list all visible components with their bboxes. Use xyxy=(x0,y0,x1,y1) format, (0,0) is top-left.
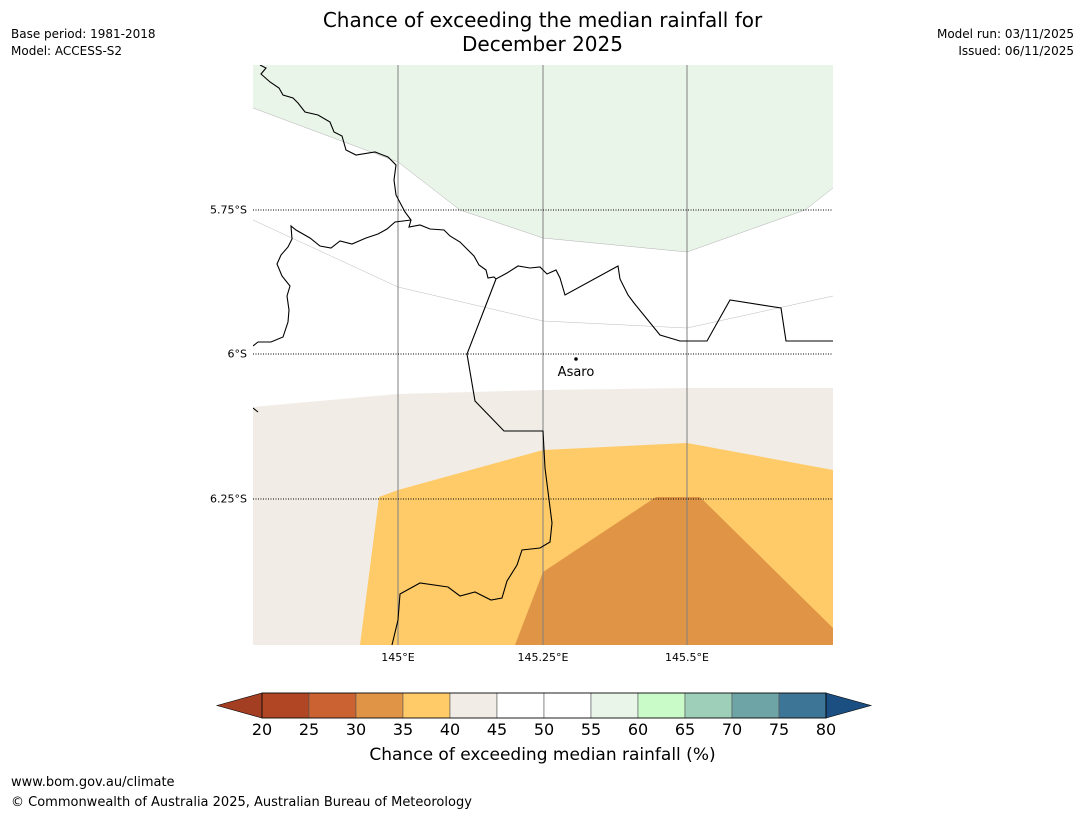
colorbar-outline xyxy=(261,692,827,719)
footer-url: www.bom.gov.au/climate xyxy=(11,775,175,790)
province-border xyxy=(391,278,553,645)
base-period: Base period: 1981-2018 xyxy=(11,27,156,41)
province-border xyxy=(259,65,833,342)
colorbar-segment xyxy=(684,692,733,719)
colorbar-segment xyxy=(402,692,451,719)
colorbar-extend-low xyxy=(215,692,263,719)
colorbar-tick-label: 45 xyxy=(486,720,508,739)
colorbar-segment xyxy=(308,692,357,719)
meta-left: Base period: 1981-2018 Model: ACCESS-S2 xyxy=(11,26,156,60)
colorbar-extend-high xyxy=(825,692,873,719)
colorbar-tick-label: 30 xyxy=(345,720,367,739)
province-border xyxy=(253,407,259,413)
colorbar-tick-label: 65 xyxy=(674,720,696,739)
latitude-label-6-25s: 6.25°S xyxy=(210,492,247,506)
longitude-label-145-25e: 145.25°E xyxy=(517,651,569,664)
colorbar-tick-label: 55 xyxy=(580,720,602,739)
colorbar-tick-label: 25 xyxy=(298,720,320,739)
colorbar-segment xyxy=(637,692,686,719)
footer-copyright: © Commonwealth of Australia 2025, Austra… xyxy=(11,795,472,810)
colorbar-segment xyxy=(496,692,545,719)
colorbar-segment xyxy=(261,692,310,719)
latitude-label-6s: 6°S xyxy=(227,347,247,361)
colorbar-segment xyxy=(778,692,827,719)
chart-title: Chance of exceeding the median rainfall … xyxy=(0,8,1085,56)
colorbar-tick-label: 35 xyxy=(392,720,414,739)
colorbar-segment xyxy=(355,692,404,719)
colorbar-segment xyxy=(543,692,592,719)
colorbar-tick-label: 80 xyxy=(815,720,837,739)
province-border xyxy=(253,219,412,347)
colorbar-tick-label: 75 xyxy=(768,720,790,739)
colorbar-segment xyxy=(449,692,498,719)
colorbar-tick-label: 40 xyxy=(439,720,461,739)
map-area xyxy=(253,65,833,645)
asaro-marker xyxy=(574,357,578,361)
issued-date: Issued: 06/11/2025 xyxy=(958,44,1074,58)
longitude-label-145-5e: 145.5°E xyxy=(665,651,709,664)
model-run: Model run: 03/11/2025 xyxy=(936,27,1074,41)
longitude-label-145e: 145°E xyxy=(381,651,415,664)
title-line-1: Chance of exceeding the median rainfall … xyxy=(322,8,763,32)
colorbar-tick-label: 70 xyxy=(721,720,743,739)
region-30-35-percent xyxy=(515,497,833,645)
colorbar-segment xyxy=(590,692,639,719)
colorbar-title: Chance of exceeding median rainfall (%) xyxy=(369,745,716,765)
colorbar-tick-label: 50 xyxy=(533,720,555,739)
colorbar-tick-label: 60 xyxy=(627,720,649,739)
colorbar-tick-label: 20 xyxy=(251,720,273,739)
colorbar-segment xyxy=(731,692,780,719)
place-label-asaro: Asaro xyxy=(557,365,595,380)
latitude-label-5-75s: 5.75°S xyxy=(210,203,247,217)
colorbar xyxy=(215,692,873,719)
model-name: Model: ACCESS-S2 xyxy=(11,44,123,58)
meta-right: Model run: 03/11/2025 Issued: 06/11/2025 xyxy=(937,26,1074,60)
title-line-2: December 2025 xyxy=(462,32,623,56)
